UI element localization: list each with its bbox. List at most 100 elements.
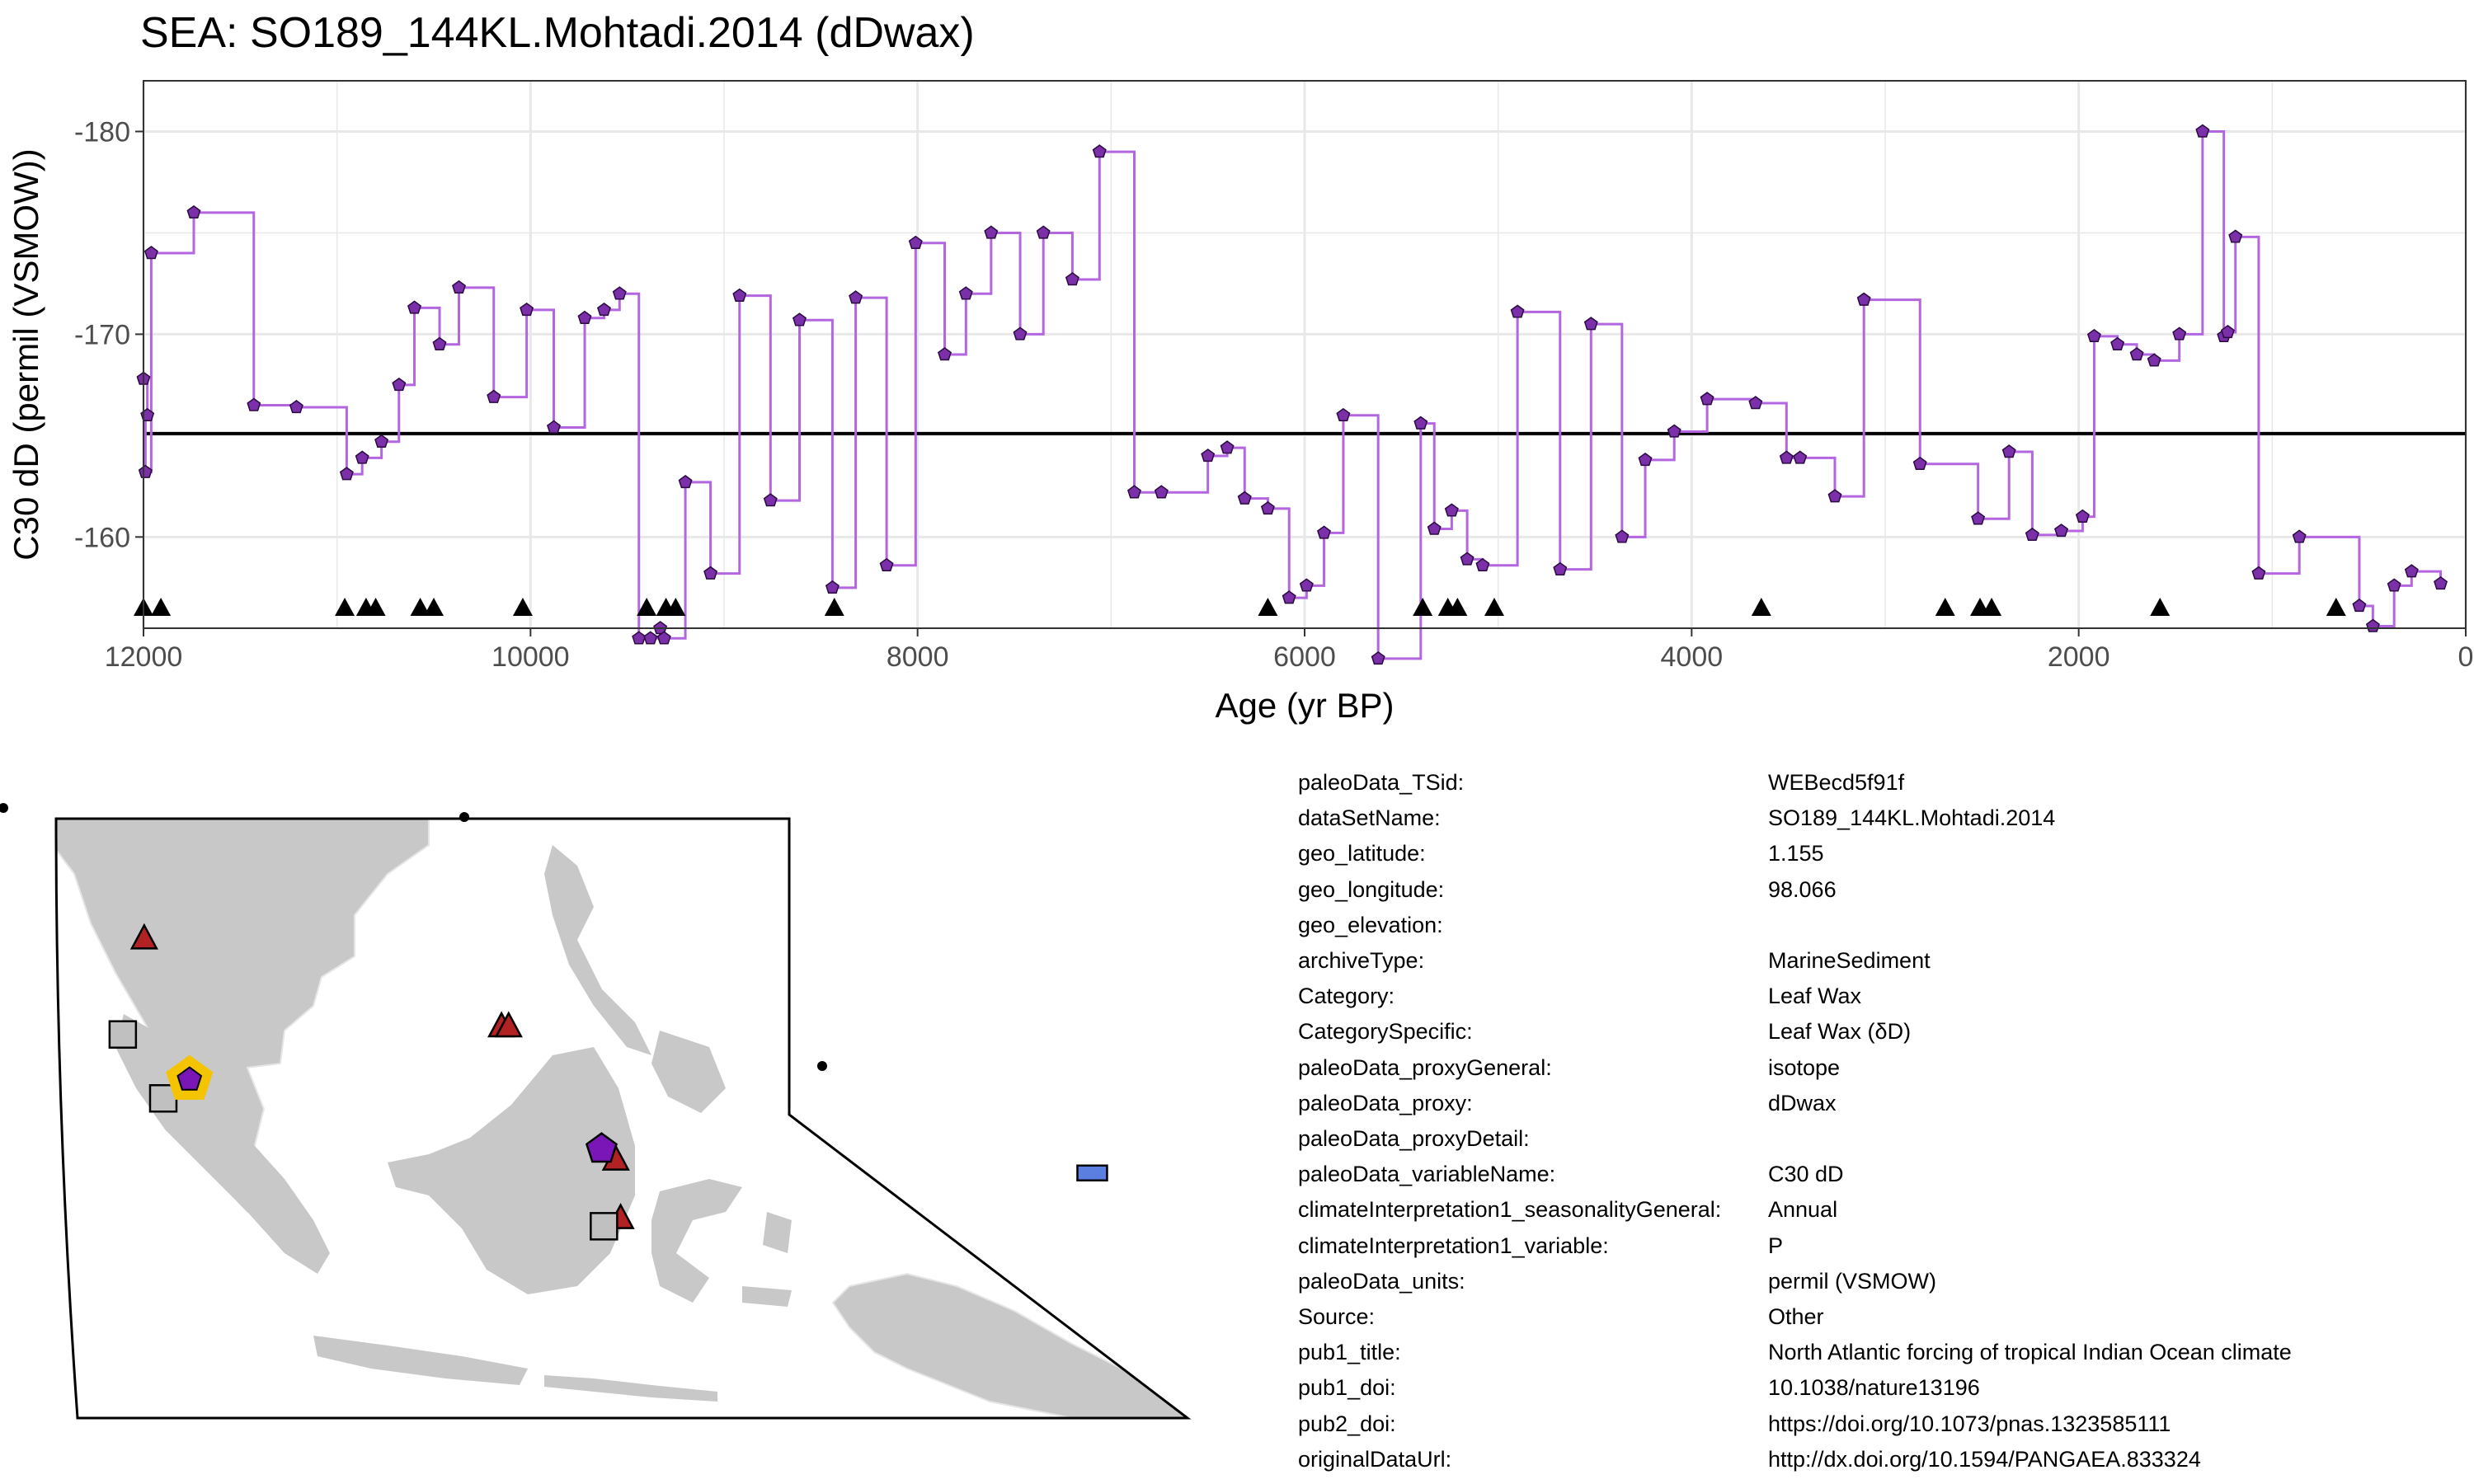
data-point — [2251, 566, 2266, 580]
data-point — [2086, 328, 2101, 343]
metadata-row: CategorySpecific: Leaf Wax (δD) — [1298, 1014, 2292, 1050]
metadata-row: pub1_title: North Atlantic forcing of tro… — [1298, 1335, 2292, 1370]
metadata-value: C30 dD — [1768, 1162, 1844, 1187]
data-point — [1237, 491, 1252, 505]
metadata-value: Leaf Wax (δD) — [1768, 1019, 1912, 1045]
data-point — [577, 310, 592, 324]
site-marker-square — [108, 1020, 138, 1049]
chart-title: SEA: SO189_144KL.Mohtadi.2014 (dDwax) — [140, 9, 975, 57]
site-marker-triangle — [129, 923, 158, 950]
age-control-marker — [424, 598, 444, 616]
age-control-marker — [335, 598, 355, 616]
map-dot — [817, 1061, 827, 1071]
data-point — [1299, 578, 1314, 592]
new-guinea-landmass — [831, 1272, 1188, 1418]
metadata-key: paleoData_units: — [1298, 1268, 1465, 1294]
metadata-key: pub2_doi: — [1298, 1411, 1396, 1436]
data-point — [2110, 336, 2125, 350]
metadata-row: paleoData_units: permil (VSMOW) — [1298, 1264, 2292, 1299]
age-control-marker — [1258, 598, 1278, 616]
data-point — [643, 631, 658, 645]
metadata-row: climateInterpretation1_seasonalityGenera… — [1298, 1192, 2292, 1228]
data-point — [1553, 561, 1568, 575]
metadata-key: geo_elevation: — [1298, 912, 1443, 937]
data-point — [678, 474, 693, 489]
data-point — [407, 300, 421, 314]
site-marker-square — [590, 1212, 618, 1241]
metadata-value: 10.1038/nature13196 — [1768, 1375, 1980, 1401]
data-point — [1638, 452, 1653, 467]
metadata-key: paleoData_proxyGeneral: — [1298, 1054, 1552, 1080]
moluccas-landmass — [742, 1212, 792, 1307]
metadata-value: 98.066 — [1768, 876, 1837, 902]
data-point — [487, 389, 501, 403]
metadata-key: climateInterpretation1_seasonalityGenera… — [1298, 1197, 1722, 1223]
site-marker-pentagon — [176, 1066, 203, 1091]
metadata-value: Annual — [1768, 1197, 1838, 1223]
data-point — [339, 467, 354, 481]
data-point — [1971, 511, 1986, 525]
y-tick-label: -170 — [74, 319, 130, 350]
metadata-key: originalDataUrl: — [1298, 1446, 1452, 1472]
metadata-value: permil (VSMOW) — [1768, 1268, 1936, 1294]
age-control-marker — [365, 598, 386, 616]
metadata-value: North Atlantic forcing of tropical India… — [1768, 1340, 2292, 1365]
site-map — [0, 803, 1192, 1420]
data-point — [520, 302, 534, 317]
data-point — [1127, 485, 1141, 499]
metadata-row: originalDataUrl: http://dx.doi.org/10.159… — [1298, 1442, 2292, 1477]
data-point — [1615, 529, 1630, 543]
metadata-key: pub1_title: — [1298, 1340, 1401, 1365]
data-point — [1201, 448, 1216, 463]
age-control-marker — [151, 598, 172, 616]
metadata-value: http://dx.doi.org/10.1594/PANGAEA.833324 — [1768, 1446, 2201, 1472]
data-point — [825, 580, 840, 594]
data-point — [1092, 144, 1107, 158]
metadata-key: climateInterpretation1_variable: — [1298, 1233, 1609, 1258]
x-tick-label: 6000 — [1273, 641, 1336, 673]
map-boundary — [54, 817, 1192, 1420]
map-dot — [0, 803, 8, 813]
data-point — [1371, 650, 1385, 665]
metadata-row: paleoData_proxyDetail: — [1298, 1121, 2292, 1157]
data-point — [703, 566, 718, 580]
data-point — [2195, 124, 2210, 138]
metadata-key: archiveType: — [1298, 948, 1425, 974]
metadata-value: https://doi.org/10.1073/pnas.1323585111 — [1768, 1411, 2171, 1436]
metadata-row: paleoData_variableName: C30 dD — [1298, 1157, 2292, 1192]
age-control-marker — [666, 598, 686, 616]
mindanao-landmass — [651, 1031, 726, 1113]
data-point — [612, 286, 627, 300]
data-point — [1013, 326, 1028, 340]
data-point — [656, 631, 671, 645]
borneo-landmass — [388, 1047, 635, 1294]
age-control-marker — [1413, 598, 1433, 616]
age-control-marker — [2150, 598, 2171, 616]
age-control-marker — [1935, 598, 1955, 616]
data-point — [732, 288, 747, 302]
data-point — [1282, 590, 1296, 604]
data-point — [1667, 424, 1681, 438]
data-point — [1220, 440, 1235, 454]
y-tick-label: -160 — [74, 522, 130, 553]
site-marker-pentagon — [585, 1132, 618, 1163]
age-control-marker — [824, 598, 844, 616]
sulawesi-landmass — [651, 1179, 742, 1303]
metadata-row: geo_longitude: 98.066 — [1298, 872, 2292, 908]
data-point — [2054, 524, 2069, 538]
age-control-marker — [1982, 598, 2002, 616]
metadata-row: dataSetName: SO189_144KL.Mohtadi.2014 — [1298, 801, 2292, 836]
data-point — [432, 336, 447, 350]
metadata-key: geo_longitude: — [1298, 876, 1445, 902]
data-point — [2292, 529, 2307, 543]
data-point — [1427, 521, 1442, 535]
philippines-landmass — [544, 845, 651, 1055]
metadata-row: paleoData_proxy: dDwax — [1298, 1086, 2292, 1121]
data-point — [849, 290, 863, 304]
data-point — [2434, 575, 2448, 590]
y-tick-label: -180 — [74, 116, 130, 148]
data-point — [1510, 304, 1525, 318]
data-point — [1260, 500, 1275, 515]
data-point — [1317, 525, 1331, 539]
data-point — [547, 420, 561, 434]
